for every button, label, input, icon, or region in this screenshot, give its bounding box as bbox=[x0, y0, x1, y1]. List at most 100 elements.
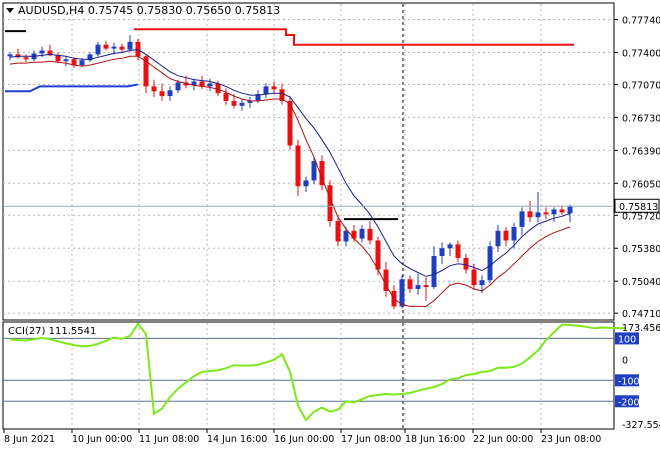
time-tick-label: 10 Jun 00:00 bbox=[72, 434, 132, 445]
candles bbox=[7, 35, 573, 310]
candle-body bbox=[495, 230, 501, 247]
candle-body bbox=[463, 257, 469, 270]
cci-tick-label: 173.4567 bbox=[622, 323, 660, 334]
cci-level-label: -200 bbox=[618, 397, 640, 408]
candle-body bbox=[487, 246, 493, 281]
candle-body bbox=[455, 244, 461, 258]
cci-level-label: 100 bbox=[618, 334, 636, 345]
time-tick-label: 8 Jun 2021 bbox=[4, 434, 55, 445]
cci-grid bbox=[3, 323, 614, 428]
candle-body bbox=[527, 211, 533, 218]
cci-level-box bbox=[615, 395, 639, 408]
candle-body bbox=[335, 221, 341, 242]
cci-level-label: -100 bbox=[618, 376, 640, 387]
cci-axis: 173.4567100 0 -100 -200 -327.5543 bbox=[615, 323, 660, 431]
candle-body bbox=[287, 100, 293, 146]
ma-red-line bbox=[9, 55, 571, 307]
candle-body bbox=[223, 93, 229, 101]
time-tick-label: 18 Jun 16:00 bbox=[405, 434, 465, 445]
cci-level-box bbox=[615, 332, 639, 345]
time-tick-label: 23 Jun 08:00 bbox=[541, 434, 601, 445]
cci-series-line bbox=[9, 321, 627, 422]
candle-body bbox=[311, 161, 317, 181]
candle-body bbox=[135, 41, 141, 57]
candle-body bbox=[215, 83, 221, 94]
candle-body bbox=[199, 81, 205, 87]
time-tick-label: 11 Jun 08:00 bbox=[139, 434, 199, 445]
candle-body bbox=[327, 185, 333, 222]
candle-body bbox=[271, 86, 277, 90]
price-tick-label: 0.75040 bbox=[622, 277, 660, 288]
cci-panel-frame bbox=[2, 321, 615, 430]
candle-body bbox=[415, 285, 421, 289]
candle-body bbox=[319, 161, 325, 186]
price-axis: 0.77740 0.77400 0.77070 0.76730 0.76390 0.760… bbox=[614, 16, 660, 320]
candle-body bbox=[263, 86, 269, 95]
candle-body bbox=[39, 50, 45, 54]
channel-lower-line bbox=[5, 83, 139, 93]
ma-blue-line bbox=[9, 49, 571, 277]
price-tick-label: 0.74710 bbox=[622, 309, 660, 320]
candle-body bbox=[23, 57, 29, 60]
candle-body bbox=[255, 94, 261, 101]
chart-title: AUDUSD,H4 0.75745 0.75830 0.75650 0.7581… bbox=[18, 4, 280, 17]
time-tick-label: 22 Jun 00:00 bbox=[473, 434, 533, 445]
candle-body bbox=[367, 228, 373, 241]
current-price-label: 0.75813 bbox=[619, 202, 658, 213]
candle-body bbox=[303, 180, 309, 187]
candle-body bbox=[167, 90, 173, 97]
candle-body bbox=[239, 102, 245, 106]
time-tick-label: 16 Jun 00:00 bbox=[274, 434, 334, 445]
candle-body bbox=[431, 256, 437, 288]
candle-body bbox=[79, 60, 85, 66]
candle-body bbox=[103, 44, 109, 49]
cci-line-group bbox=[9, 321, 627, 422]
candle-body bbox=[151, 86, 157, 92]
candle-body bbox=[111, 46, 117, 49]
candle-body bbox=[175, 82, 181, 91]
candle-body bbox=[7, 54, 13, 57]
candle-body bbox=[207, 83, 213, 87]
candle-body bbox=[479, 280, 485, 286]
candle-body bbox=[551, 209, 557, 215]
price-tick-label: 0.75720 bbox=[622, 211, 660, 222]
price-tick-label: 0.77070 bbox=[622, 80, 660, 91]
chart-title-marker-icon bbox=[6, 8, 14, 13]
candle-body bbox=[231, 100, 237, 106]
candle-body bbox=[95, 44, 101, 55]
candle-body bbox=[247, 100, 253, 103]
candle-body bbox=[87, 54, 93, 61]
price-tick-label: 0.76390 bbox=[622, 146, 660, 157]
cci-indicator-label: CCI(27) 111.5541 bbox=[8, 326, 96, 337]
cci-tick-label: 0 bbox=[622, 355, 628, 366]
candle-body bbox=[47, 50, 53, 56]
candle-body bbox=[359, 228, 365, 239]
candle-body bbox=[63, 59, 69, 62]
candle-body bbox=[127, 41, 133, 50]
price-overlays bbox=[3, 28, 614, 307]
cci-level-box bbox=[615, 374, 639, 387]
current-price-box bbox=[614, 198, 660, 213]
time-tick-label: 14 Jun 16:00 bbox=[207, 434, 267, 445]
cci-tick-label: -327.5543 bbox=[622, 420, 660, 431]
candle-body bbox=[159, 91, 165, 97]
candle-body bbox=[519, 211, 525, 227]
price-tick-label: 0.76730 bbox=[622, 113, 660, 124]
candle-body bbox=[511, 226, 517, 241]
time-tick-label: 17 Jun 08:00 bbox=[341, 434, 401, 445]
candle-body bbox=[295, 145, 301, 187]
candle-body bbox=[191, 81, 197, 86]
price-tick-label: 0.77400 bbox=[622, 48, 660, 59]
price-panel-frame bbox=[2, 2, 615, 321]
time-axis: 8 Jun 2021 10 Jun 00:00 11 Jun 08:00 14 Jun… bbox=[3, 429, 601, 445]
candle-body bbox=[503, 230, 509, 241]
candle-body bbox=[343, 230, 349, 242]
candle-body bbox=[407, 279, 413, 289]
candle-body bbox=[543, 212, 549, 215]
candle-body bbox=[119, 46, 125, 50]
candle-body bbox=[471, 269, 477, 286]
candle-body bbox=[559, 209, 565, 213]
price-tick-label: 0.76050 bbox=[622, 179, 660, 190]
